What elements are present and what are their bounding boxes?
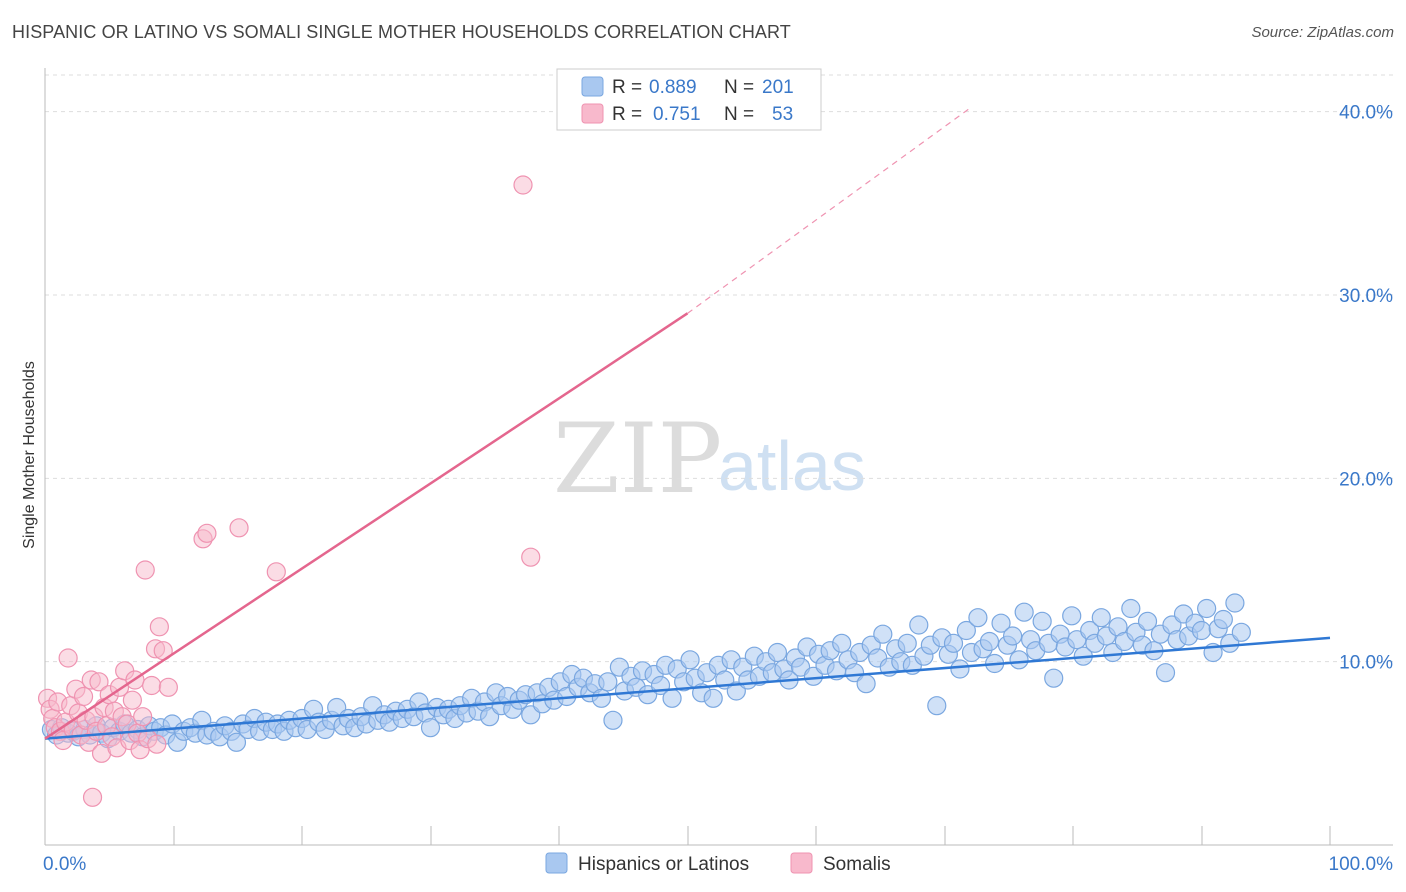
data-point-somali <box>122 690 142 710</box>
legend-stats: R = 0.889 N = 201 R = 0.751 N = 53 <box>556 68 822 131</box>
data-point-hispanic <box>1213 609 1233 630</box>
legend-swatch-pink <box>581 103 604 124</box>
data-point-hispanic <box>950 659 970 679</box>
data-point-hispanic <box>1003 626 1023 646</box>
watermark-atlas: atlas <box>718 427 866 505</box>
data-point-somali <box>266 562 286 582</box>
data-point-hispanic <box>991 613 1011 633</box>
data-point-hispanic <box>968 608 988 628</box>
data-point-hispanic <box>767 642 788 663</box>
data-point-hispanic <box>1121 598 1141 619</box>
data-point-hispanic <box>226 732 247 752</box>
trend-lines <box>44 107 1331 740</box>
data-point-hispanic <box>1220 633 1240 653</box>
chart-title: HISPANIC OR LATINO VS SOMALI SINGLE MOTH… <box>12 22 791 42</box>
data-point-hispanic <box>856 674 876 694</box>
data-point-hispanic <box>1197 598 1217 619</box>
data-point-somali <box>513 175 533 195</box>
legend-swatch-hispanics <box>545 852 568 874</box>
data-point-hispanic <box>1014 602 1034 622</box>
data-point-somali <box>135 560 155 580</box>
data-point-hispanic <box>1137 611 1158 631</box>
data-point-hispanic <box>1009 650 1029 670</box>
legend-label-somalis: Somalis <box>823 854 891 875</box>
data-point-hispanic <box>420 718 441 738</box>
data-point-hispanic <box>927 696 947 716</box>
watermark: ZIP atlas <box>553 403 866 515</box>
trend-line-hispanics <box>44 636 1331 740</box>
data-point-somali <box>521 547 541 567</box>
tick-labels: 10.0% 20.0% 30.0% 40.0% 0.0% 100.0% <box>43 103 1393 875</box>
data-point-hispanic <box>943 633 964 653</box>
watermark-zip: ZIP <box>553 403 722 515</box>
data-point-hispanic <box>897 633 917 653</box>
data-point-hispanic <box>726 681 746 701</box>
legend-swatch-blue <box>581 76 604 97</box>
legend-swatch-somalis <box>790 852 813 874</box>
data-point-somali <box>197 523 217 543</box>
data-point-hispanic <box>1225 593 1245 613</box>
data-point-hispanic <box>703 688 723 708</box>
legend-r-value-2: 0.751 <box>653 104 701 125</box>
legend-n-label-2: N = <box>724 104 754 125</box>
legend-r-label-1: R = <box>612 77 642 98</box>
data-point-hispanic <box>598 672 618 692</box>
data-point-hispanic <box>1032 611 1052 631</box>
data-point-somali <box>149 617 169 637</box>
y-tick-label: 10.0% <box>1339 653 1393 674</box>
chart-source: Source: ZipAtlas.com <box>1251 24 1394 41</box>
legend-r-label-2: R = <box>612 104 642 125</box>
legend-label-hispanics: Hispanics or Latinos <box>578 854 749 875</box>
data-point-somali <box>133 707 153 727</box>
data-point-hispanic <box>1091 608 1111 628</box>
data-point-hispanic <box>1103 642 1123 663</box>
data-point-somali <box>158 677 178 697</box>
data-point-somali <box>73 686 94 707</box>
data-point-hispanic <box>832 633 852 653</box>
data-point-hispanic <box>480 707 500 727</box>
data-point-hispanic <box>591 688 612 708</box>
legend-r-value-1: 0.889 <box>649 77 697 98</box>
series-hispanics-or-latinos <box>41 593 1251 752</box>
data-point-hispanic <box>1231 622 1251 642</box>
data-point-hispanic <box>1062 606 1082 626</box>
data-point-hispanic <box>1044 668 1064 688</box>
data-point-somali <box>89 672 109 692</box>
data-point-somali <box>142 675 162 696</box>
data-point-hispanic <box>803 666 824 686</box>
data-point-hispanic <box>603 710 623 730</box>
data-point-somali <box>82 787 103 807</box>
data-point-hispanic <box>1191 620 1212 641</box>
gridlines <box>45 74 1393 663</box>
trend-line-somalis <box>44 312 689 740</box>
data-point-hispanic <box>873 624 893 644</box>
legend-n-label-1: N = <box>724 77 754 98</box>
data-point-hispanic <box>662 688 682 708</box>
legend-n-value-2: 53 <box>772 104 793 125</box>
data-point-hispanic <box>979 631 1000 652</box>
legend-n-value-1: 201 <box>762 77 794 98</box>
legend-series: Hispanics or Latinos Somalis <box>545 852 891 875</box>
data-point-somali <box>229 518 249 538</box>
y-tick-label: 20.0% <box>1339 469 1393 490</box>
data-point-somali <box>58 648 78 668</box>
data-point-hispanic <box>844 663 865 683</box>
trend-line-somalis-extension <box>687 107 971 314</box>
data-point-hispanic <box>956 620 976 641</box>
data-point-hispanic <box>680 650 700 670</box>
data-point-hispanic <box>521 705 541 725</box>
x-tick-label-max: 100.0% <box>1329 854 1394 875</box>
data-point-hispanic <box>909 615 929 635</box>
data-point-hispanic <box>1155 663 1176 683</box>
y-tick-label: 30.0% <box>1339 286 1393 307</box>
x-tick-label-min: 0.0% <box>43 854 86 875</box>
data-point-somali <box>147 734 167 754</box>
y-tick-label: 40.0% <box>1339 103 1393 124</box>
